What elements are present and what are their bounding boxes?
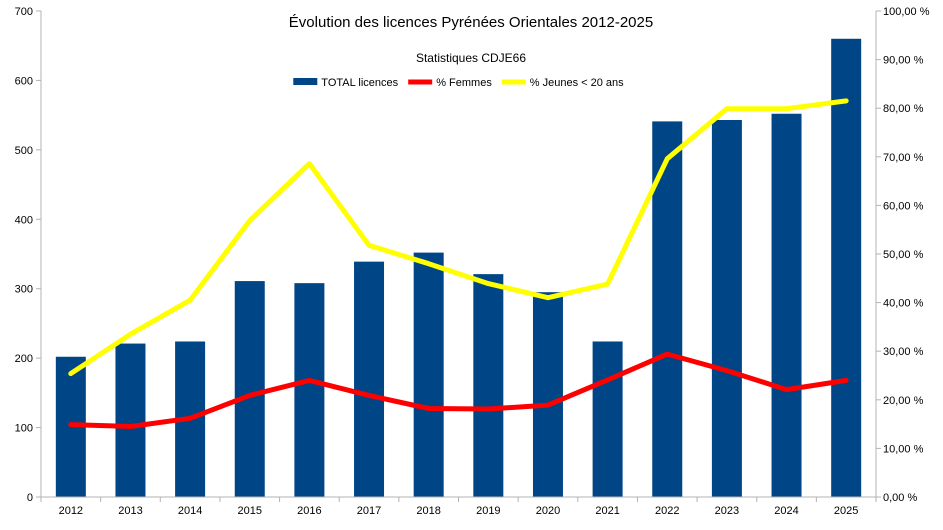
y-left-tick-label: 300 — [15, 284, 33, 296]
x-tick-label: 2016 — [297, 505, 321, 517]
y-left-tick-label: 700 — [15, 6, 33, 18]
y-right-tick-label: 0,00 % — [883, 492, 917, 504]
y-right-tick-label: 90,00 % — [883, 55, 924, 67]
x-tick-label: 2014 — [178, 505, 202, 517]
legend-swatch-bar — [293, 78, 318, 85]
chart-title: Évolution des licences Pyrénées Oriental… — [289, 14, 653, 31]
point-1-2021 — [607, 379, 609, 381]
bar-2015 — [234, 281, 265, 497]
chart-axes: 0 100 200 300 400 500 600 700 0,00 % 10,00 % 20,00… — [15, 6, 930, 517]
bar-2024 — [771, 113, 802, 498]
bar-2018 — [413, 252, 444, 497]
point-2-2013 — [129, 333, 131, 335]
point-2-2016 — [308, 163, 310, 165]
y-right-tick-label: 80,00 % — [883, 103, 924, 115]
y-left-tick-label: 500 — [15, 145, 33, 157]
bar-2017 — [354, 261, 385, 497]
point-1-2020 — [547, 404, 549, 406]
point-2-2014 — [189, 299, 191, 301]
x-tick-label: 2019 — [476, 505, 500, 517]
bar-series — [55, 38, 862, 498]
point-1-2018 — [428, 408, 430, 410]
chart-legend: TOTAL licences % Femmes % Jeunes < 20 ans — [293, 77, 624, 89]
point-2-2017 — [368, 244, 370, 246]
point-2-2019 — [487, 283, 489, 285]
bar-2021 — [592, 341, 623, 497]
bar-2013 — [115, 343, 146, 497]
point-1-2024 — [786, 389, 788, 391]
legend-label: TOTAL licences — [321, 77, 398, 89]
point-2-2021 — [607, 283, 609, 285]
legend-item: TOTAL licences — [293, 77, 399, 89]
x-tick-label: 2018 — [416, 505, 440, 517]
point-2-2020 — [547, 297, 549, 299]
x-tick-label: 2024 — [774, 505, 798, 517]
bar-2020 — [532, 292, 563, 497]
y-right-tick-label: 100,00 % — [883, 6, 930, 18]
y-left-tick-label: 600 — [15, 75, 33, 87]
x-tick-label: 2015 — [238, 505, 262, 517]
x-tick-label: 2020 — [536, 505, 560, 517]
bar-2025 — [831, 38, 862, 498]
point-1-2025 — [845, 379, 847, 381]
y-right-tick-label: 30,00 % — [883, 346, 924, 358]
y-right-tick-label: 10,00 % — [883, 443, 924, 455]
y-left-tick-label: 100 — [15, 423, 33, 435]
point-2-2024 — [786, 108, 788, 110]
y-left-tick-label: 200 — [15, 353, 33, 365]
legend-label: % Femmes — [436, 77, 492, 89]
y-left-tick-label: 400 — [15, 214, 33, 226]
x-tick-label: 2012 — [59, 505, 83, 517]
x-tick-label: 2023 — [715, 505, 739, 517]
line--jeunes-20-ans — [68, 98, 849, 377]
y-left-tick-label: 0 — [27, 492, 33, 504]
legend-label: % Jeunes < 20 ans — [530, 77, 624, 89]
bar-2023 — [711, 120, 742, 497]
point-2-2012 — [70, 373, 72, 375]
x-tick-label: 2021 — [595, 505, 619, 517]
point-1-2023 — [726, 370, 728, 372]
point-2-2018 — [428, 263, 430, 265]
chart-subtitle: Statistiques CDJE66 — [416, 51, 526, 65]
legend-item: % Femmes — [408, 77, 492, 89]
point-1-2014 — [189, 417, 191, 419]
line-series — [68, 98, 849, 429]
point-1-2017 — [368, 394, 370, 396]
x-tick-label: 2013 — [118, 505, 142, 517]
point-2-2022 — [666, 158, 668, 160]
y-right-tick-label: 60,00 % — [883, 200, 924, 212]
point-1-2013 — [129, 426, 131, 428]
line--femmes — [68, 351, 849, 429]
y-right-tick-label: 50,00 % — [883, 249, 924, 261]
y-right-tick-label: 40,00 % — [883, 298, 924, 310]
x-tick-label: 2022 — [655, 505, 679, 517]
point-2-2015 — [249, 219, 251, 221]
y-right-tick-label: 70,00 % — [883, 152, 924, 164]
bar-2019 — [473, 274, 504, 497]
point-2-2023 — [726, 108, 728, 110]
x-tick-label: 2025 — [834, 505, 858, 517]
bar-2016 — [294, 283, 325, 497]
point-1-2015 — [249, 394, 251, 396]
point-1-2012 — [70, 424, 72, 426]
point-1-2019 — [487, 408, 489, 410]
point-1-2022 — [666, 353, 668, 355]
x-tick-label: 2017 — [357, 505, 381, 517]
legend-item: % Jeunes < 20 ans — [501, 77, 624, 89]
y-right-tick-label: 20,00 % — [883, 395, 924, 407]
point-2-2025 — [845, 100, 847, 102]
point-1-2016 — [308, 379, 310, 381]
